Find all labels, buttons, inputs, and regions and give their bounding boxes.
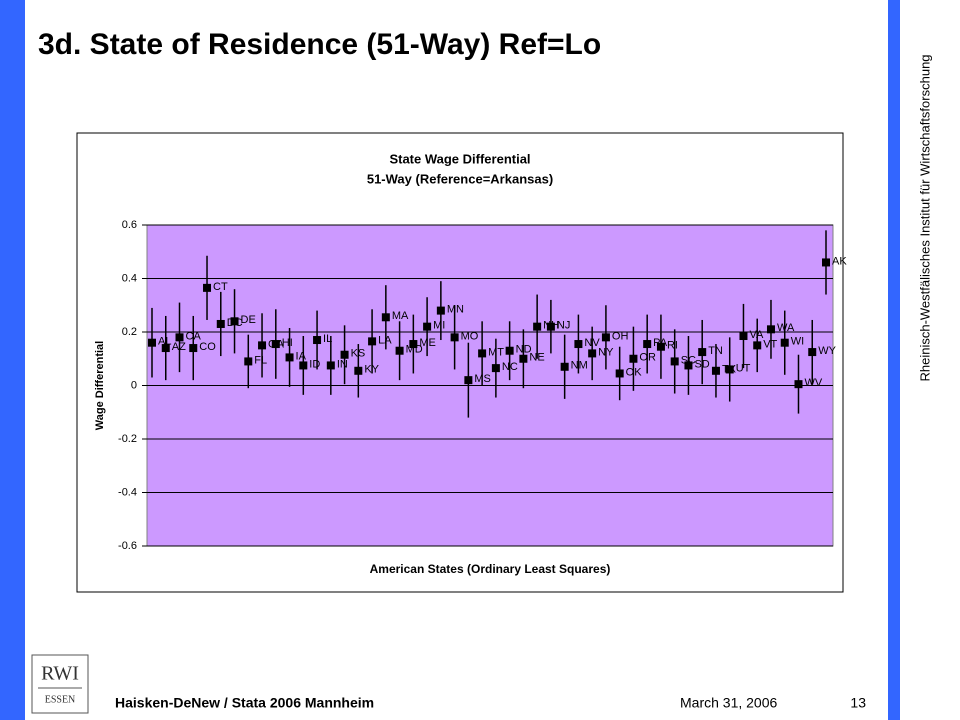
point-label: ID [309, 358, 320, 370]
point-label: WY [818, 345, 836, 357]
point-label: WV [804, 377, 822, 389]
point-label: DE [241, 314, 256, 326]
point [615, 369, 624, 378]
y-axis-label: Wage Differential [94, 341, 106, 430]
point [684, 361, 693, 370]
logo [31, 654, 89, 714]
point [753, 341, 762, 350]
point-label: IA [296, 350, 307, 362]
side-text: Rheinisch-Westfälisches Institut für Wir… [917, 54, 932, 381]
right-band [888, 0, 900, 720]
y-tick-label: -0.4 [118, 486, 137, 498]
point [313, 336, 322, 345]
point [808, 348, 817, 357]
point [409, 340, 418, 349]
point-label: AK [832, 255, 847, 267]
point [175, 333, 184, 342]
y-tick-label: -0.6 [118, 540, 137, 552]
point [533, 322, 542, 331]
footer-date: March 31, 2006 [680, 695, 777, 711]
point [450, 333, 459, 342]
point [326, 361, 335, 370]
x-axis-label: American States (Ordinary Least Squares) [370, 562, 611, 576]
logo-bottom: ESSEN [45, 694, 76, 705]
point-label: IL [323, 333, 332, 345]
point [368, 337, 377, 346]
point [643, 340, 652, 349]
point-label: CO [199, 341, 216, 353]
y-tick-label: 0.6 [122, 219, 137, 231]
y-tick-label: 0 [131, 379, 137, 391]
point [271, 340, 280, 349]
point-label: UT [736, 362, 751, 374]
point [588, 349, 597, 358]
point [230, 317, 239, 326]
point-label: NM [571, 360, 588, 372]
point [491, 364, 500, 373]
chart-title: State Wage Differential [389, 151, 530, 166]
point [381, 313, 390, 322]
point [739, 332, 748, 341]
point-label: FL [254, 354, 267, 366]
left-band [0, 0, 25, 720]
point [161, 344, 170, 353]
point [505, 346, 514, 355]
point [395, 346, 404, 355]
point [546, 322, 555, 331]
point [285, 353, 294, 362]
point [148, 338, 156, 347]
y-tick-label: -0.2 [118, 433, 137, 445]
point-label: MA [392, 310, 409, 322]
point-label: WA [777, 322, 795, 334]
point [629, 354, 638, 363]
point-label: MN [447, 304, 464, 316]
chart-title: 51-Way (Reference=Arkansas) [367, 171, 553, 186]
point [299, 361, 308, 370]
point [711, 366, 720, 375]
point [258, 341, 267, 350]
point [519, 354, 528, 363]
footer-author: Haisken-DeNew / Stata 2006 Mannheim [115, 695, 374, 711]
point [244, 357, 253, 366]
point [656, 342, 665, 351]
slide-title: 3d. State of Residence (51-Way) Ref=Lo [38, 28, 601, 61]
point [216, 319, 225, 328]
point [822, 258, 830, 267]
point-label: MI [433, 320, 445, 332]
point [560, 362, 569, 371]
point [203, 283, 212, 292]
point-label: RI [667, 340, 678, 352]
point [670, 357, 679, 366]
point-label: OH [612, 330, 629, 342]
point [436, 306, 445, 315]
point-label: IN [337, 358, 348, 370]
point [766, 325, 775, 334]
point [725, 365, 734, 374]
y-tick-label: 0.2 [122, 326, 137, 338]
point [189, 344, 198, 353]
point-label: HI [282, 337, 293, 349]
logo-top: RWI [41, 663, 79, 685]
point [478, 349, 487, 358]
point [354, 366, 363, 375]
point-label: MO [461, 330, 479, 342]
point [794, 380, 803, 389]
point-label: WI [791, 336, 804, 348]
point [698, 348, 707, 357]
y-tick-label: 0.4 [122, 272, 137, 284]
point [340, 350, 349, 359]
point [423, 322, 432, 331]
point [574, 340, 583, 349]
point [780, 338, 789, 347]
point [464, 376, 473, 385]
point-label: CT [213, 281, 228, 293]
footer-page: 13 [850, 695, 866, 711]
point-label: NJ [557, 320, 570, 332]
point [601, 333, 610, 342]
